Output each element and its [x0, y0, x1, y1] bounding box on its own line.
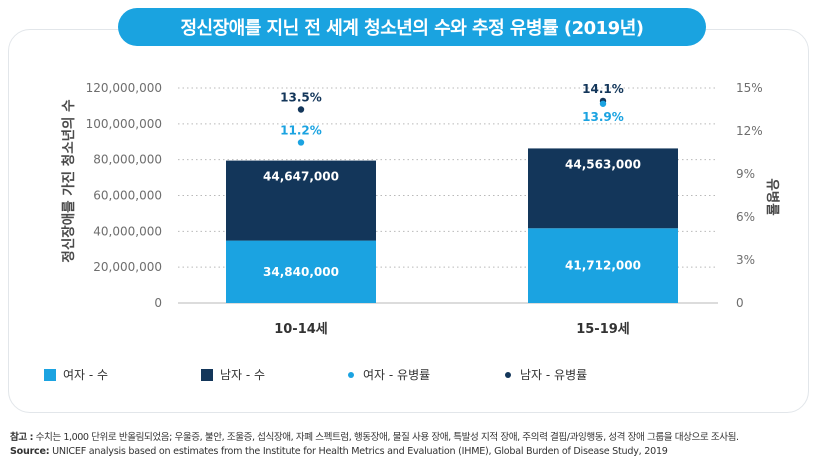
- y2-tick-label: 12%: [736, 124, 763, 138]
- y2-tick-label: 9%: [736, 167, 755, 181]
- y-tick-label: 100,000,000: [86, 117, 162, 131]
- x-tick-label: 10-14세: [274, 322, 328, 337]
- chart-title-banner: 정신장애를 지닌 전 세계 청소년의 수와 추정 유병률 (2019년): [118, 8, 706, 46]
- bar-female-count: [528, 228, 678, 303]
- y-tick-label: 0: [154, 296, 162, 310]
- legend-swatch-female-count: [44, 368, 56, 381]
- prevalence-label-female: 11.2%: [280, 123, 322, 137]
- chart-title: 정신장애를 지닌 전 세계 청소년의 수와 추정 유병률 (2019년): [180, 18, 644, 39]
- bar-male-count: [226, 160, 376, 241]
- chart-legend: 여자 - 수 남자 - 수 여자 - 유병률 남자 - 유병률: [0, 366, 821, 386]
- source-text: UNICEF analysis based on estimates from …: [52, 446, 668, 457]
- y-tick-label: 120,000,000: [86, 81, 162, 95]
- source-label: Source:: [10, 446, 50, 457]
- legend-swatch-male-count: [201, 368, 213, 381]
- y2-axis-title: 유병률: [764, 178, 781, 216]
- legend-label-female-rate: 여자 - 유병률: [363, 368, 431, 382]
- prevalence-label-male: 13.5%: [280, 91, 322, 105]
- legend-item-male-count: 남자 - 수: [201, 366, 265, 383]
- bar-label-female-count: 41,712,000: [565, 259, 641, 273]
- y-tick-label: 40,000,000: [93, 224, 162, 238]
- bar-label-male-count: 44,647,000: [263, 170, 339, 184]
- y2-tick-label: 3%: [736, 253, 755, 267]
- bar-male-count: [528, 148, 678, 229]
- legend-swatch-male-rate: [505, 371, 511, 378]
- footnote-label: 참고 :: [10, 432, 34, 443]
- footnote: 참고 : 수치는 1,000 단위로 반올림되었음; 우울증, 불안, 조울증,…: [10, 429, 739, 443]
- dot-female-prevalence: [599, 100, 607, 107]
- bar-label-male-count: 44,563,000: [565, 157, 641, 171]
- legend-label-male-rate: 남자 - 유병률: [520, 368, 588, 382]
- y-tick-label: 80,000,000: [93, 153, 162, 167]
- legend-item-female-rate: 여자 - 유병률: [348, 366, 430, 383]
- y2-tick-label: 6%: [736, 210, 755, 224]
- y2-tick-label: 15%: [736, 81, 763, 95]
- footnote-text: 수치는 1,000 단위로 반올림되었음; 우울증, 불안, 조울증, 섭식장애…: [35, 432, 739, 443]
- bar-label-female-count: 34,840,000: [263, 265, 339, 279]
- legend-label-male-count: 남자 - 수: [220, 368, 266, 382]
- dot-female-prevalence: [297, 139, 305, 146]
- bar-female-count: [226, 240, 376, 303]
- x-tick-label: 15-19세: [576, 322, 630, 337]
- source-note: Source: UNICEF analysis based on estimat…: [10, 446, 668, 457]
- prevalence-label-female: 13.9%: [582, 110, 624, 124]
- y-tick-label: 60,000,000: [93, 189, 162, 203]
- legend-label-female-count: 여자 - 수: [63, 368, 109, 382]
- dot-male-prevalence: [297, 106, 305, 113]
- legend-item-male-rate: 남자 - 유병률: [505, 366, 587, 383]
- legend-swatch-female-rate: [348, 371, 354, 378]
- legend-item-female-count: 여자 - 수: [44, 366, 108, 383]
- y2-tick-label: 0: [736, 296, 744, 310]
- prevalence-label-male: 14.1%: [582, 82, 624, 96]
- y-axis-title: 정신장애를 가진 청소년의 수: [60, 99, 77, 262]
- y-tick-label: 20,000,000: [93, 260, 162, 274]
